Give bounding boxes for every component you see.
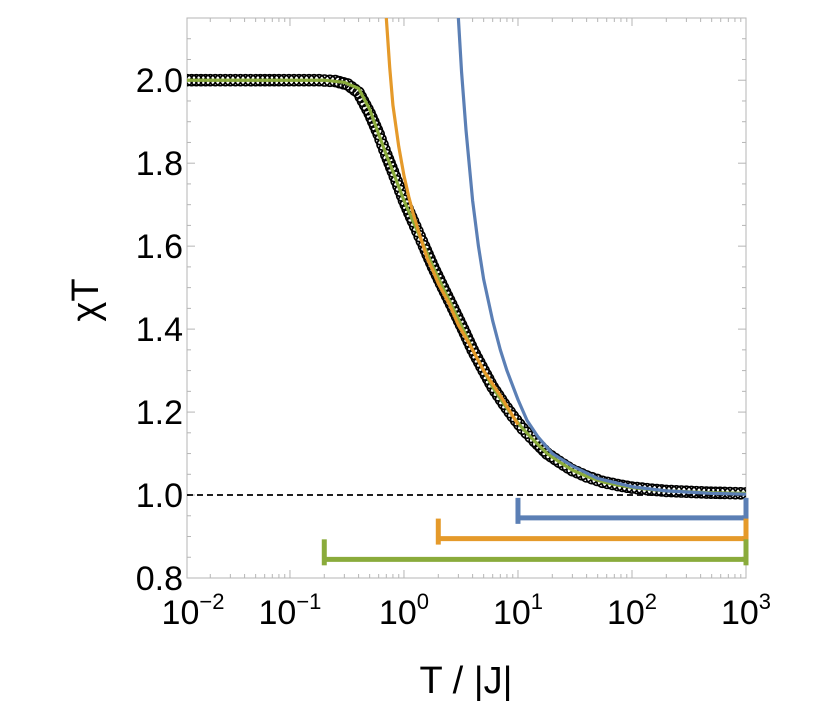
x-tick-label: 103 [721, 589, 771, 632]
x-tick-label: 10−1 [259, 589, 322, 632]
x-tick-label: 101 [493, 589, 543, 632]
y-tick-label: 1.8 [136, 145, 183, 183]
data-point [509, 414, 523, 427]
plot-area [187, 18, 746, 500]
data-point [513, 418, 526, 431]
x-axis-title: T / |J| [420, 660, 513, 702]
data-point [516, 422, 529, 435]
y-tick-label: 1.0 [136, 477, 183, 515]
data-point [506, 409, 520, 423]
y-tick-label: 1.4 [136, 311, 183, 349]
y-tick-label: 0.8 [136, 560, 183, 598]
y-axis-title: χT [65, 278, 107, 321]
plot-frame [186, 17, 747, 579]
y-tick-label: 1.2 [136, 394, 183, 432]
y-tick-label: 1.6 [136, 228, 183, 266]
x-tick-label: 10−2 [162, 589, 225, 632]
x-tick-label: 102 [607, 589, 657, 632]
y-tick-labels: 0.8 1.0 1.2 1.4 1.6 1.8 2.0 [136, 62, 183, 598]
fit-line-2 [384, 18, 520, 426]
y-tick-label: 2.0 [136, 62, 183, 100]
range-bars [321, 497, 749, 566]
data-point [520, 426, 533, 440]
x-tick-labels: 10−2 10−1 100 101 102 103 [162, 589, 772, 632]
x-tick-label: 100 [379, 589, 429, 632]
fit-line-3 [456, 18, 746, 496]
